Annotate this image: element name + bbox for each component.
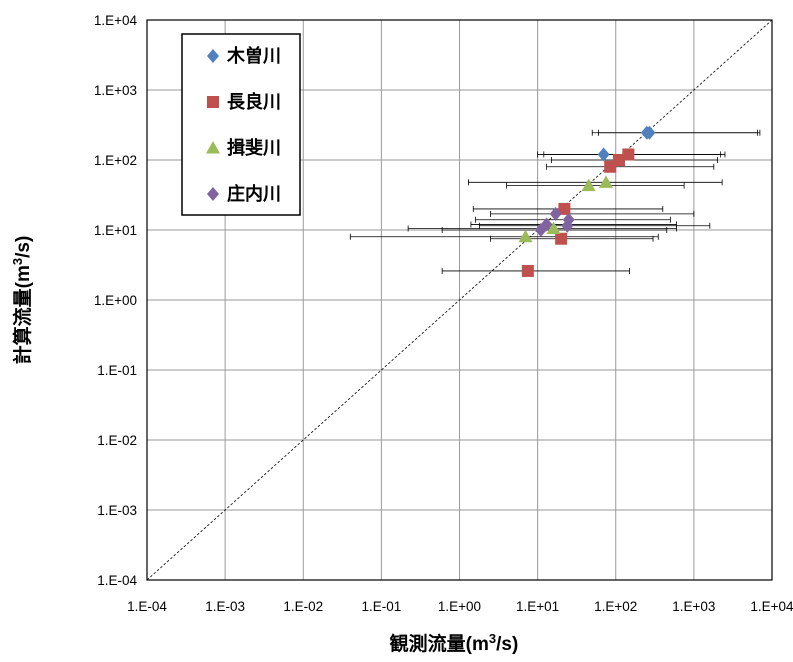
plot-frame <box>146 19 773 581</box>
legend-marker <box>206 141 220 154</box>
data-point-series-2 <box>581 178 596 192</box>
x-tick-label: 1.E+02 <box>594 599 637 614</box>
y-tick-label: 1.E-03 <box>97 503 137 518</box>
x-tick-label: 1.E+04 <box>750 599 793 614</box>
x-tick-label: 1.E+00 <box>438 599 481 614</box>
legend-box <box>181 33 301 216</box>
legend-label: 木曽川 <box>226 45 281 66</box>
y-tick-label: 1.E-01 <box>97 363 137 378</box>
legend-label: 長良川 <box>227 91 281 112</box>
legend-label: 庄内川 <box>227 183 281 204</box>
x-tick-label: 1.E-01 <box>361 599 401 614</box>
data-point-series-3 <box>561 218 574 233</box>
y-tick-label: 1.E+01 <box>94 223 137 238</box>
error-bar <box>598 129 761 136</box>
error-bar <box>470 221 677 228</box>
error-bar <box>546 163 715 170</box>
y-tick-labels: 1.E-04 1.E-03 1.E-02 1.E-01 1.E+00 1.E+01 1.E+… <box>94 13 138 588</box>
legend-label: 揖斐川 <box>227 137 281 158</box>
error-bar <box>506 182 685 189</box>
legend-marker <box>207 187 219 201</box>
data-point-series-2 <box>518 229 533 243</box>
data-point-series-1 <box>521 264 534 277</box>
data-point-series-3 <box>534 223 547 237</box>
y-axis-title: 計算流量(m3/s) <box>10 236 35 365</box>
data-point-series-2 <box>598 175 613 188</box>
data-point-series-0 <box>643 125 656 140</box>
x-tick-label: 1.E-03 <box>205 599 245 614</box>
x-tick-label: 1.E-02 <box>283 599 323 614</box>
x-tick-labels: 1.E-04 1.E-03 1.E-02 1.E-01 1.E+00 1.E+01 1.E+… <box>127 599 793 614</box>
y-tick-label: 1.E-04 <box>97 573 137 588</box>
legend-marker <box>207 96 219 108</box>
data-point-series-1 <box>604 160 617 173</box>
data-point-series-1 <box>622 148 635 161</box>
y-tick-label: 1.E+04 <box>94 13 138 28</box>
error-bar <box>490 210 695 217</box>
x-tick-label: 1.E+01 <box>516 599 559 614</box>
x-tick-label: 1.E+03 <box>672 599 715 614</box>
error-bar <box>479 222 711 229</box>
y-tick-label: 1.E+00 <box>94 293 137 308</box>
data-point-series-1 <box>558 202 571 215</box>
error-bar <box>349 233 659 240</box>
reference-line-y-equals-x <box>146 19 773 581</box>
error-bars <box>349 129 761 274</box>
x-axis-title: 観測流量(m3/s) <box>390 631 519 656</box>
y-tick-label: 1.E+03 <box>94 83 137 98</box>
x-tick-label: 1.E-04 <box>127 599 167 614</box>
data-point-series-0 <box>597 147 610 162</box>
y-tick-label: 1.E+02 <box>94 153 137 168</box>
data-point-series-2 <box>546 221 561 235</box>
error-bar <box>441 267 630 274</box>
data-points <box>518 125 656 277</box>
data-point-series-3 <box>549 206 562 221</box>
error-bar <box>550 157 718 163</box>
legend-marker <box>207 49 219 63</box>
data-point-series-1 <box>555 232 568 245</box>
y-tick-label: 1.E-02 <box>97 433 137 448</box>
error-bar <box>468 179 723 186</box>
